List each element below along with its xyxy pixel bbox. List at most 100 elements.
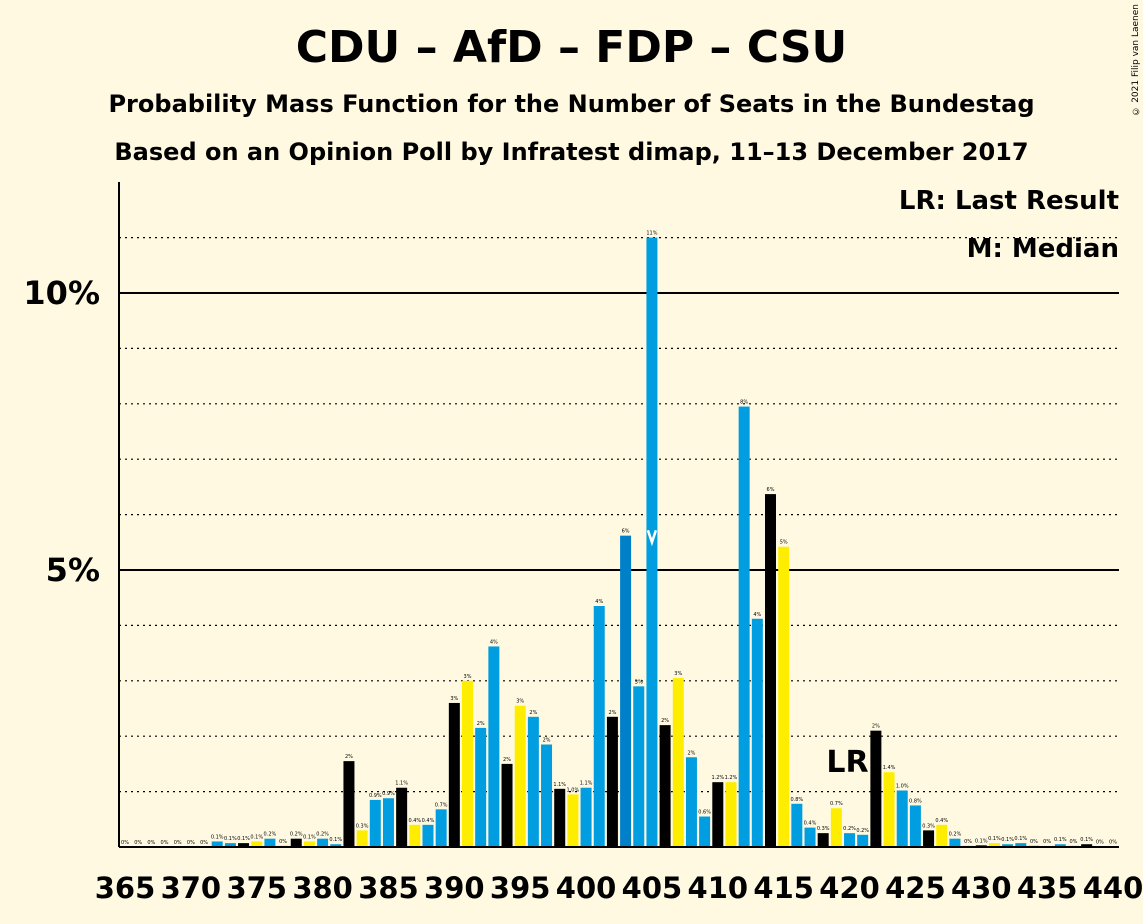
bar-label: 0.3% xyxy=(356,823,369,829)
bar-label: 0.1% xyxy=(1014,836,1027,842)
bar-seat-436 xyxy=(1054,844,1066,847)
x-tick-label: 430 xyxy=(951,871,1012,905)
bar-label: 0% xyxy=(1070,839,1078,845)
x-tick-label: 400 xyxy=(556,871,617,905)
bar-label: 2% xyxy=(503,757,511,763)
bar-seat-391 xyxy=(462,680,474,847)
bar-label: 0.6% xyxy=(698,810,711,816)
bar-label: 2% xyxy=(608,710,616,716)
bar-label: 3% xyxy=(464,674,472,680)
bar-seat-424 xyxy=(896,790,908,847)
bar-label: 4% xyxy=(595,599,603,605)
bar-label: 0.2% xyxy=(290,832,303,838)
bar-label: 0% xyxy=(187,840,195,846)
bar-seat-423 xyxy=(883,772,895,847)
bar-label: 0.4% xyxy=(408,818,421,824)
bar-label: 0.1% xyxy=(988,836,1001,842)
bar-label: 0% xyxy=(161,840,169,846)
bar-label: 4% xyxy=(490,639,498,645)
bar-label: 3% xyxy=(635,679,643,685)
bar-seat-400 xyxy=(580,787,592,847)
bar-seat-438 xyxy=(1081,844,1093,847)
x-tick-label: 415 xyxy=(753,871,814,905)
x-tick-label: 385 xyxy=(358,871,419,905)
x-tick-label: 405 xyxy=(622,871,683,905)
bar-seat-386 xyxy=(396,787,408,847)
bar-seat-404 xyxy=(633,686,645,847)
median-marker xyxy=(646,529,658,547)
chart-subtitle: Probability Mass Function for the Number… xyxy=(108,90,1035,118)
bar-label: 0.1% xyxy=(1080,837,1093,843)
bar-label: 3% xyxy=(450,696,458,702)
bar-label: 4% xyxy=(753,612,761,618)
bar-label: 2% xyxy=(687,750,695,756)
bar-seat-373 xyxy=(224,843,236,847)
bar-seat-396 xyxy=(527,716,539,847)
x-tick-label: 375 xyxy=(226,871,287,905)
bar-seat-379 xyxy=(303,841,315,847)
bar-seat-422 xyxy=(870,730,882,847)
x-tick-label: 390 xyxy=(424,871,485,905)
bar-label: 0% xyxy=(200,840,208,846)
bar-seat-427 xyxy=(936,824,948,847)
bar-seat-420 xyxy=(844,833,856,847)
bar-seat-410 xyxy=(712,782,724,847)
bar-seat-382 xyxy=(343,761,355,847)
bar-label: 0% xyxy=(174,840,182,846)
bar-seat-395 xyxy=(514,705,526,847)
bar-label: 0.3% xyxy=(922,823,935,829)
bar-seat-385 xyxy=(382,798,394,847)
bar-seat-414 xyxy=(764,494,776,847)
bar-label: 0.1% xyxy=(237,836,250,842)
bar-seat-425 xyxy=(909,805,921,847)
bar-label: 1.4% xyxy=(883,765,896,771)
bar-seat-374 xyxy=(238,843,250,847)
bar-seat-387 xyxy=(409,824,421,847)
bar-label: 0.1% xyxy=(1001,837,1014,843)
bar-label: 0% xyxy=(121,840,129,846)
bar-label: 0.8% xyxy=(909,798,922,804)
bar-seat-408 xyxy=(685,757,697,847)
bar-seat-393 xyxy=(488,646,500,847)
bar-label: 1.1% xyxy=(580,781,593,787)
bar-label: 0.1% xyxy=(250,834,263,840)
bar-seat-388 xyxy=(422,824,434,847)
x-tick-label: 420 xyxy=(819,871,880,905)
bar-seat-406 xyxy=(659,725,671,847)
bar-label: 11% xyxy=(646,231,657,237)
bar-label: 1.2% xyxy=(711,775,724,781)
bar-label: 2% xyxy=(543,738,551,744)
bar-seat-384 xyxy=(369,799,381,847)
bar-label: 0.8% xyxy=(790,797,803,803)
x-tick-label: 365 xyxy=(95,871,156,905)
bar-label: 0% xyxy=(1096,839,1104,845)
bar-seat-411 xyxy=(725,782,737,847)
bar-seat-390 xyxy=(448,702,460,847)
bar-label: 1.0% xyxy=(896,783,909,789)
bar-seat-432 xyxy=(1002,844,1014,847)
bar-label: 2% xyxy=(345,754,353,760)
bar-label: 0.1% xyxy=(303,834,316,840)
bar-label: 0% xyxy=(964,839,972,845)
bar-seat-376 xyxy=(264,838,276,847)
x-tick-label: 410 xyxy=(688,871,749,905)
bar-seat-394 xyxy=(501,763,513,847)
bar-label: 0.4% xyxy=(935,818,948,824)
bar-label: 2% xyxy=(529,710,537,716)
bar-label: 6% xyxy=(767,487,775,493)
x-tick-label: 395 xyxy=(490,871,551,905)
bar-seat-433 xyxy=(1015,843,1027,847)
x-tick-label: 380 xyxy=(292,871,353,905)
bar-seat-426 xyxy=(923,830,935,847)
bar-label: 1.1% xyxy=(395,781,408,787)
bar-label: 0.1% xyxy=(329,837,342,843)
bar-label: 0.3% xyxy=(817,826,830,832)
bar-label: 6% xyxy=(622,529,630,535)
bar-label: 1.0% xyxy=(567,787,580,793)
bar-seat-381 xyxy=(330,844,342,847)
bar-seat-397 xyxy=(541,744,553,847)
bar-label: 0% xyxy=(1030,839,1038,845)
bar-seat-401 xyxy=(593,606,605,847)
bar-label: 0.7% xyxy=(435,802,448,808)
bar-seat-421 xyxy=(857,834,869,847)
